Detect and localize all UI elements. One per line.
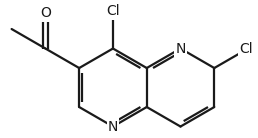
Text: O: O bbox=[40, 6, 51, 20]
Text: Cl: Cl bbox=[240, 43, 253, 56]
Text: N: N bbox=[175, 42, 186, 55]
Text: N: N bbox=[108, 120, 118, 134]
Text: Cl: Cl bbox=[106, 4, 120, 18]
